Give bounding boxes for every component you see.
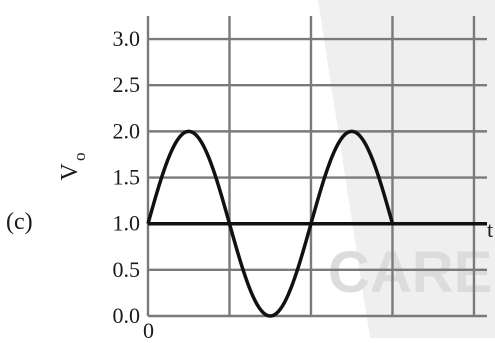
watermark: CAREE: [318, 0, 495, 338]
watermark-text: CAREE: [328, 240, 495, 305]
y-tick-label: 0.0: [113, 303, 141, 328]
y-tick-label: 1.5: [113, 165, 141, 190]
x-origin-label: 0: [143, 318, 154, 338]
x-axis-label: t: [487, 217, 493, 242]
panel-label: (c): [6, 209, 33, 235]
series-line: [146, 129, 395, 318]
y-tick-label: 0.5: [113, 257, 141, 282]
y-tick-label: 3.0: [113, 26, 141, 51]
y-axis-label-main: V: [57, 163, 83, 181]
y-tick-label: 2.5: [113, 72, 141, 97]
series: [146, 129, 395, 318]
y-tick-label: 1.0: [113, 211, 141, 236]
y-axis-label: V o: [57, 153, 89, 181]
y-axis-label-subscript: o: [70, 153, 89, 162]
y-tick-label: 2.0: [113, 118, 141, 143]
y-tick-labels: 0.0 0.5 1.0 1.5 2.0 2.5 3.0: [113, 26, 141, 328]
